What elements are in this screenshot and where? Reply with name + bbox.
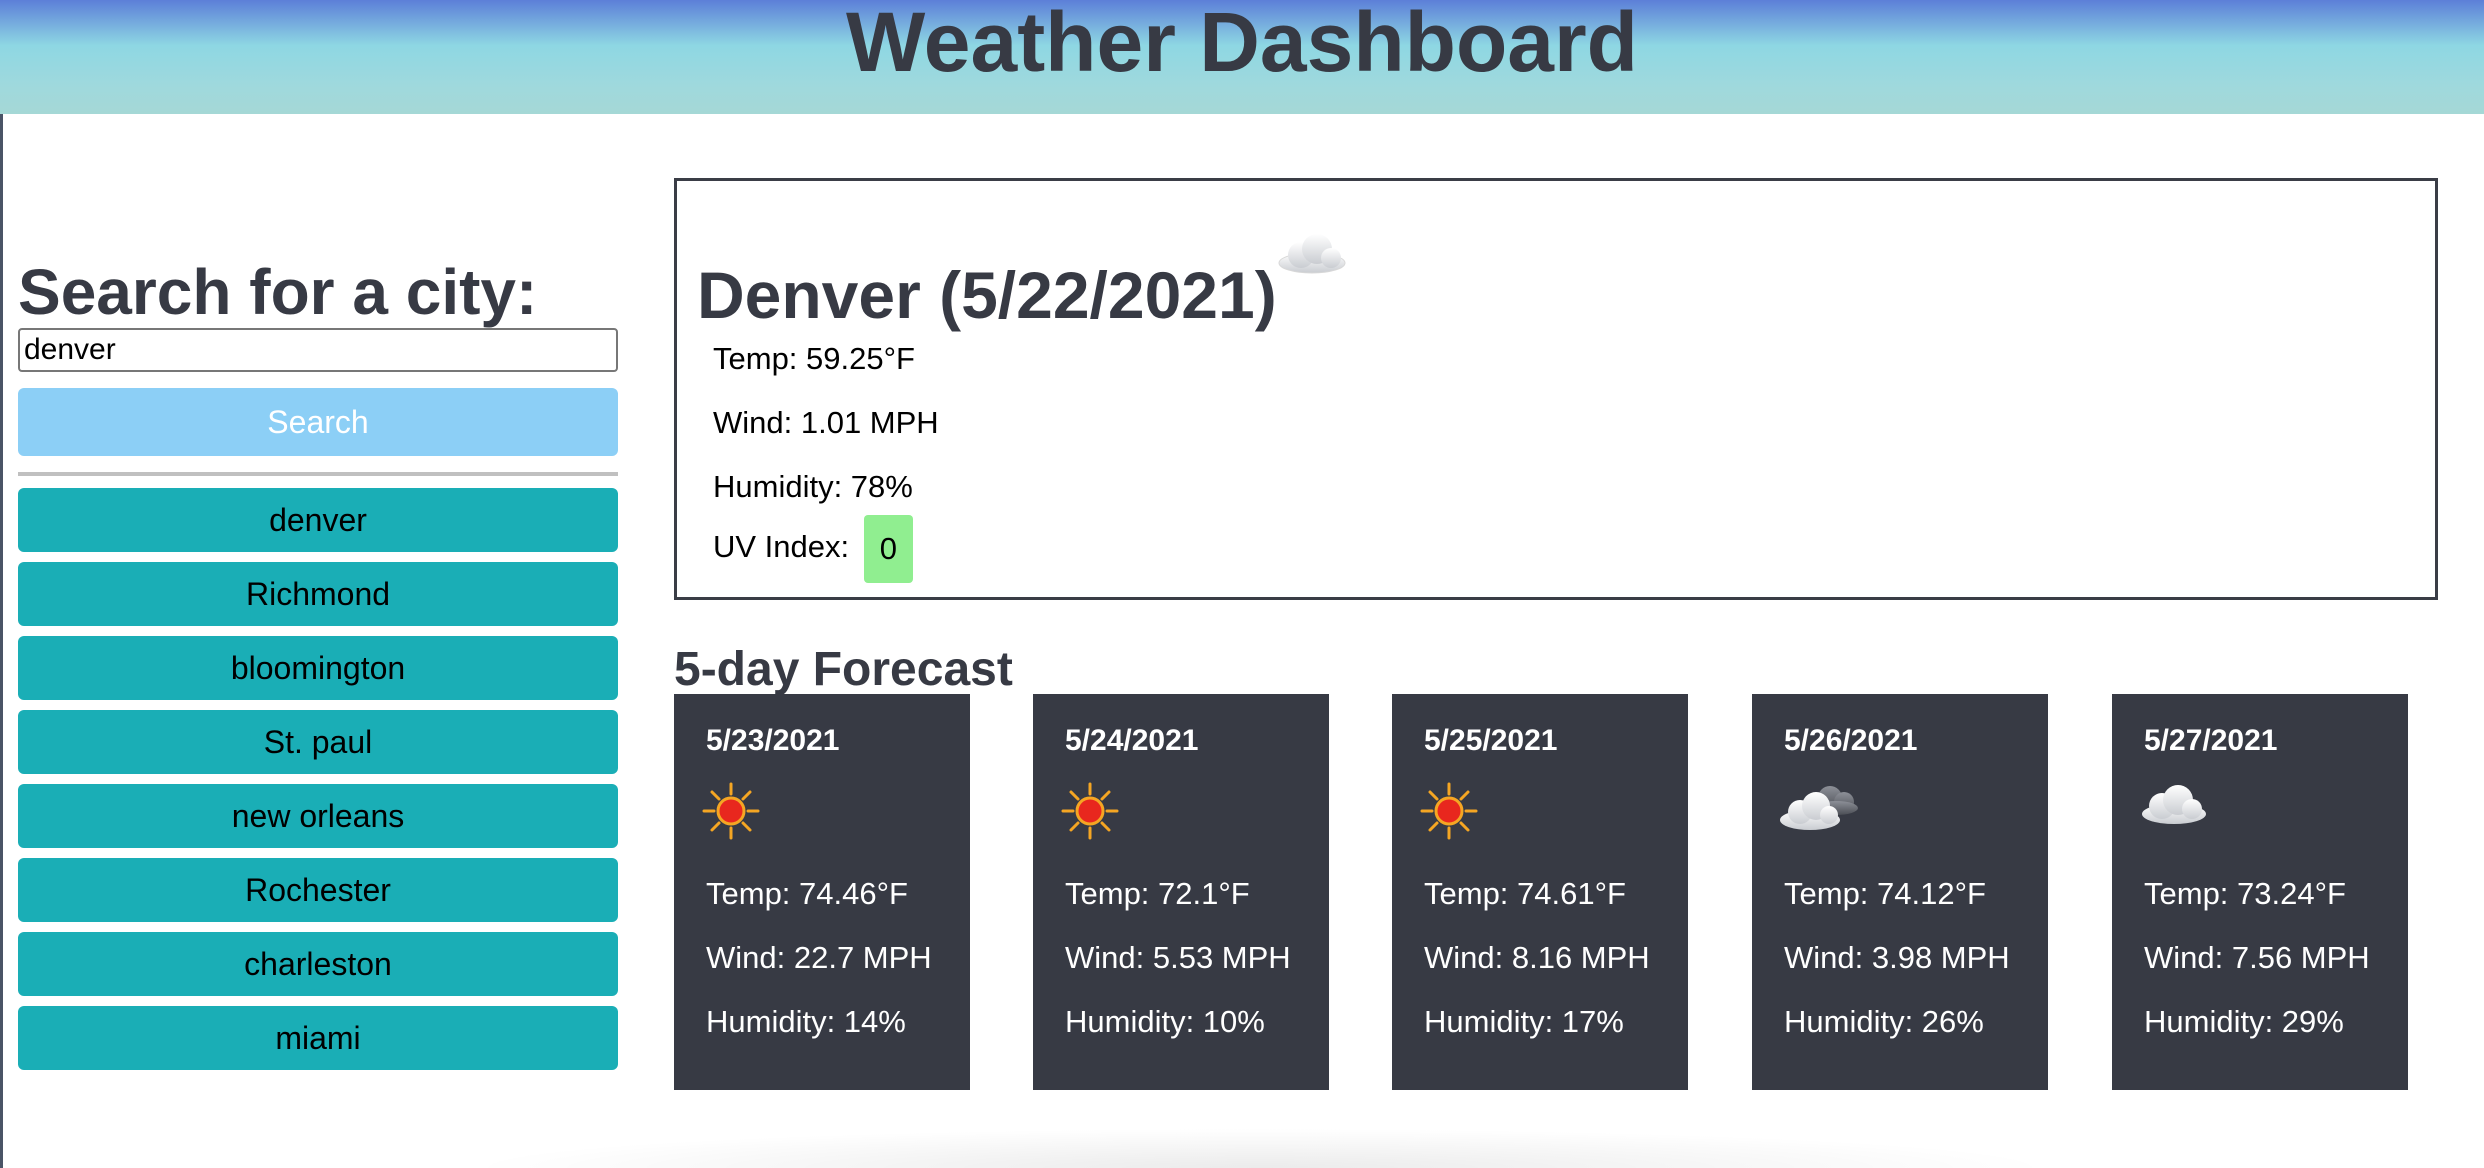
city-search-input[interactable] (18, 328, 618, 372)
forecast-date: 5/24/2021 (1065, 724, 1199, 757)
current-uv: UV Index: 0 (713, 515, 913, 583)
page-bottom-shadow (460, 1128, 2060, 1168)
history-city-button[interactable]: Rochester (18, 858, 618, 922)
search-heading: Search for a city: (18, 256, 538, 328)
forecast-humidity: Humidity: 17% (1424, 1004, 1624, 1039)
forecast-temp: Temp: 72.1°F (1065, 876, 1250, 911)
forecast-temp: Temp: 74.12°F (1784, 876, 1986, 911)
forecast-wind: Wind: 22.7 MPH (706, 940, 932, 975)
broken-clouds-icon (1774, 776, 1870, 845)
forecast-wind: Wind: 8.16 MPH (1424, 940, 1650, 975)
uv-index-badge: 0 (863, 515, 913, 583)
sun-icon (696, 776, 766, 851)
history-city-button[interactable]: new orleans (18, 784, 618, 848)
forecast-temp: Temp: 73.24°F (2144, 876, 2346, 911)
forecast-humidity: Humidity: 26% (1784, 1004, 1984, 1039)
history-city-button[interactable]: St. paul (18, 710, 618, 774)
sun-icon (1055, 776, 1125, 851)
sun-icon (1414, 776, 1484, 851)
history-city-button[interactable]: bloomington (18, 636, 618, 700)
forecast-wind: Wind: 7.56 MPH (2144, 940, 2370, 975)
forecast-date: 5/23/2021 (706, 724, 840, 757)
forecast-wind: Wind: 5.53 MPH (1065, 940, 1291, 975)
history-city-button[interactable]: denver (18, 488, 618, 552)
current-temp: Temp: 59.25°F (713, 341, 915, 376)
sidebar-divider (18, 472, 618, 476)
forecast-temp: Temp: 74.61°F (1424, 876, 1626, 911)
cloud-icon (1275, 229, 1349, 282)
search-sidebar: Search for a city: Search denver Richmon… (18, 260, 618, 1080)
forecast-date: 5/25/2021 (1424, 724, 1558, 757)
forecast-date: 5/26/2021 (1784, 724, 1918, 757)
cloud-icon (2134, 776, 2214, 837)
current-city-title: Denver (5/22/2021) (697, 258, 1277, 332)
history-city-button[interactable]: charleston (18, 932, 618, 996)
forecast-card: 5/25/2021 Temp: 74.61°F Wind: 8.16 MPH H… (1392, 694, 1688, 1090)
forecast-wind: Wind: 3.98 MPH (1784, 940, 2010, 975)
forecast-temp: Temp: 74.46°F (706, 876, 908, 911)
current-wind: Wind: 1.01 MPH (713, 405, 939, 440)
forecast-card: 5/24/2021 Temp: 72.1°F Wind: 5.53 MPH Hu… (1033, 694, 1329, 1090)
uv-index-label: UV Index: (713, 529, 850, 565)
page-left-border (0, 114, 3, 1168)
history-city-button[interactable]: miami (18, 1006, 618, 1070)
forecast-date: 5/27/2021 (2144, 724, 2278, 757)
history-city-button[interactable]: Richmond (18, 562, 618, 626)
page-header: Weather Dashboard (0, 0, 2484, 114)
forecast-heading: 5-day Forecast (674, 643, 1013, 696)
search-history-list: denver Richmond bloomington St. paul new… (18, 488, 618, 1070)
forecast-humidity: Humidity: 10% (1065, 1004, 1265, 1039)
search-button[interactable]: Search (18, 388, 618, 456)
current-weather-panel: Denver (5/22/2021) Temp: 59.25°F Wind: 1… (674, 178, 2438, 600)
forecast-card: 5/26/2021 Temp: 74.12°F Wind: 3.98 MPH H… (1752, 694, 2048, 1090)
forecast-humidity: Humidity: 14% (706, 1004, 906, 1039)
forecast-card: 5/27/2021 Temp: 73.24°F Wind: 7.56 MPH H… (2112, 694, 2408, 1090)
current-humidity: Humidity: 78% (713, 469, 913, 504)
forecast-humidity: Humidity: 29% (2144, 1004, 2344, 1039)
page-title: Weather Dashboard (846, 0, 1638, 89)
forecast-card: 5/23/2021 Temp: 74.46°F Wind: 22.7 MPH H… (674, 694, 970, 1090)
